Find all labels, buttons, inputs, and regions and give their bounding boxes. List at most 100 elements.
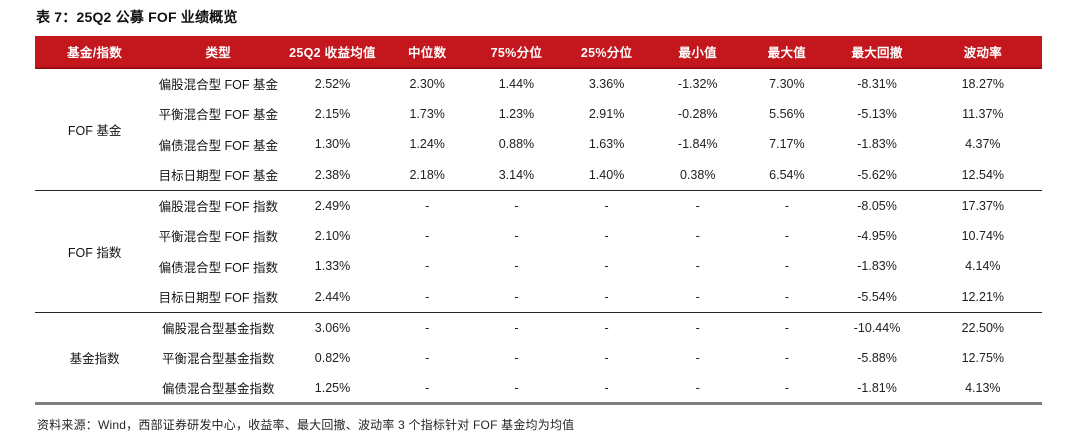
value-cell: 2.15% <box>314 106 351 121</box>
value-cell: - <box>425 350 430 365</box>
value-cell: - <box>425 380 430 395</box>
value-cell: - <box>743 189 831 221</box>
value-cell: - <box>514 289 519 304</box>
value-cell: 4.13% <box>965 380 1001 395</box>
value-cell: 6.54% <box>769 167 805 182</box>
value-cell: - <box>695 350 700 365</box>
value-cell: 1.44% <box>498 76 535 91</box>
source-note: 资料来源：Wind，西部证券研发中心，收益率、最大回撤、波动率 3 个指标针对 … <box>37 418 575 432</box>
value-cell: 7.30% <box>769 76 805 91</box>
value-cell: - <box>695 289 700 304</box>
type-cell: 偏债混合型 FOF 指数 <box>158 260 279 275</box>
value-cell: -5.13% <box>857 106 897 121</box>
type-cell: 目标日期型 FOF 指数 <box>158 291 279 305</box>
column-header-0: 基金/指数 <box>35 36 155 69</box>
value-cell: -8.05% <box>830 189 924 221</box>
value-cell: - <box>604 228 609 243</box>
value-cell: 1.33% <box>314 259 351 274</box>
value-cell: - <box>382 189 472 221</box>
value-cell: - <box>784 259 789 274</box>
value-cell: - <box>784 228 789 243</box>
value-cell: 1.40% <box>588 167 625 182</box>
table-row: 平衡混合型 FOF 指数 2.10% - - - - - -4.95% 10.74% <box>35 221 1042 252</box>
group-label: FOF 指数 <box>35 189 155 312</box>
value-cell: 2.10% <box>314 228 351 243</box>
column-header-6: 最小值 <box>652 36 744 69</box>
table-row: 偏债混合型 FOF 指数 1.33% - - - - - -1.83% 4.14% <box>35 251 1042 282</box>
value-cell: - <box>743 311 831 343</box>
value-cell: -1.84% <box>677 137 718 152</box>
type-cell: 偏股混合型 FOF 基金 <box>158 78 279 93</box>
value-cell: - <box>604 259 609 274</box>
value-cell: - <box>784 380 789 395</box>
value-cell: - <box>514 380 519 395</box>
table-row: FOF 指数 偏股混合型 FOF 指数 2.49% - - - - - -8.05% 17.37% <box>35 189 1042 312</box>
value-cell: 4.14% <box>965 259 1001 274</box>
column-header-3: 中位数 <box>382 36 472 69</box>
table-body: FOF 基金 偏股混合型 FOF 基金 2.52% 2.30% 1.44% 3.36% -1… <box>35 68 1042 404</box>
column-header-1: 类型 <box>154 36 283 69</box>
value-cell: - <box>695 380 700 395</box>
table-row: 偏债混合型基金指数 1.25% - - - - - -1.81% 4.13% <box>35 373 1042 404</box>
table-title: 表 7：25Q2 公募 FOF 业绩概览 <box>36 9 238 25</box>
value-cell: -10.44% <box>830 311 924 343</box>
value-cell: - <box>514 350 519 365</box>
value-cell: - <box>382 311 472 343</box>
value-cell: - <box>425 228 430 243</box>
value-cell: -5.54% <box>857 289 897 304</box>
header-row: 基金/指数 类型 25Q2 收益均值 中位数 75%分位 25%分位 最小值 最大值 最大回撤波… <box>35 36 1042 69</box>
group-label: 基金指数 <box>35 311 155 404</box>
table-row: FOF 基金 偏股混合型 FOF 基金 2.52% 2.30% 1.44% 3.36% -1… <box>35 68 1042 138</box>
value-cell: - <box>695 259 700 274</box>
type-cell: 目标日期型 FOF 基金 <box>158 169 279 183</box>
column-header-2: 25Q2 收益均值 <box>282 36 383 69</box>
value-cell: -1.83% <box>857 259 897 274</box>
value-cell: 2.44% <box>314 289 351 304</box>
value-cell: 1.30% <box>314 137 351 152</box>
type-cell: 平衡混合型 FOF 指数 <box>158 230 279 245</box>
value-cell: 12.54% <box>961 167 1005 182</box>
value-cell: 11.37% <box>962 106 1004 121</box>
value-cell: 3.06% <box>282 311 383 343</box>
value-cell: 12.21% <box>961 289 1005 304</box>
value-cell: 1.73% <box>409 106 445 121</box>
value-cell: - <box>561 311 653 343</box>
table-row: 偏债混合型 FOF 基金 1.30% 1.24% 0.88% 1.63% -1.84% 7.… <box>35 129 1042 160</box>
type-cell: 偏债混合型基金指数 <box>162 382 275 396</box>
value-cell: - <box>561 189 653 221</box>
type-cell: 平衡混合型 FOF 基金 <box>158 108 279 123</box>
value-cell: - <box>425 289 430 304</box>
value-cell: 10.74% <box>961 228 1005 243</box>
value-cell: -5.62% <box>857 167 897 182</box>
value-cell: 2.18% <box>409 167 445 182</box>
value-cell: -0.28% <box>677 106 718 121</box>
value-cell: 17.37% <box>923 189 1042 221</box>
value-cell: -5.88% <box>857 350 897 365</box>
value-cell: 12.75% <box>961 350 1005 365</box>
table-row: 平衡混合型基金指数 0.82% - - - - - -5.88% 12.75% <box>35 343 1042 374</box>
value-cell: - <box>604 350 609 365</box>
column-header-4: 75%分位 <box>471 36 562 69</box>
value-cell: -1.32% <box>677 76 718 91</box>
column-header-8: 最大回撤 <box>830 36 924 69</box>
type-cell: 偏股混合型基金指数 <box>154 311 283 343</box>
value-cell: - <box>471 311 562 343</box>
value-cell: 7.17% <box>769 137 805 152</box>
column-header-9: 波动率 <box>923 36 1042 69</box>
value-cell: - <box>695 228 700 243</box>
column-header-5: 25%分位 <box>561 36 653 69</box>
value-cell: 0.88% <box>498 137 535 152</box>
table-row: 目标日期型 FOF 基金 2.38% 2.18% 3.14% 1.40% 0.38% 6.5… <box>35 160 1042 191</box>
value-cell: 0.82% <box>314 350 351 365</box>
value-cell: - <box>652 189 744 221</box>
value-cell: 1.63% <box>588 137 625 152</box>
value-cell: 3.14% <box>498 167 535 182</box>
value-cell: - <box>604 380 609 395</box>
table-row: 目标日期型 FOF 指数 2.44% - - - - - -5.54% 12.21% <box>35 282 1042 313</box>
value-cell: - <box>514 228 519 243</box>
value-cell: 3.36% <box>588 76 625 91</box>
value-cell: -1.83% <box>857 137 897 152</box>
value-cell: 18.27% <box>961 76 1005 91</box>
value-cell: 2.91% <box>588 106 625 121</box>
column-header-7: 最大值 <box>743 36 831 69</box>
